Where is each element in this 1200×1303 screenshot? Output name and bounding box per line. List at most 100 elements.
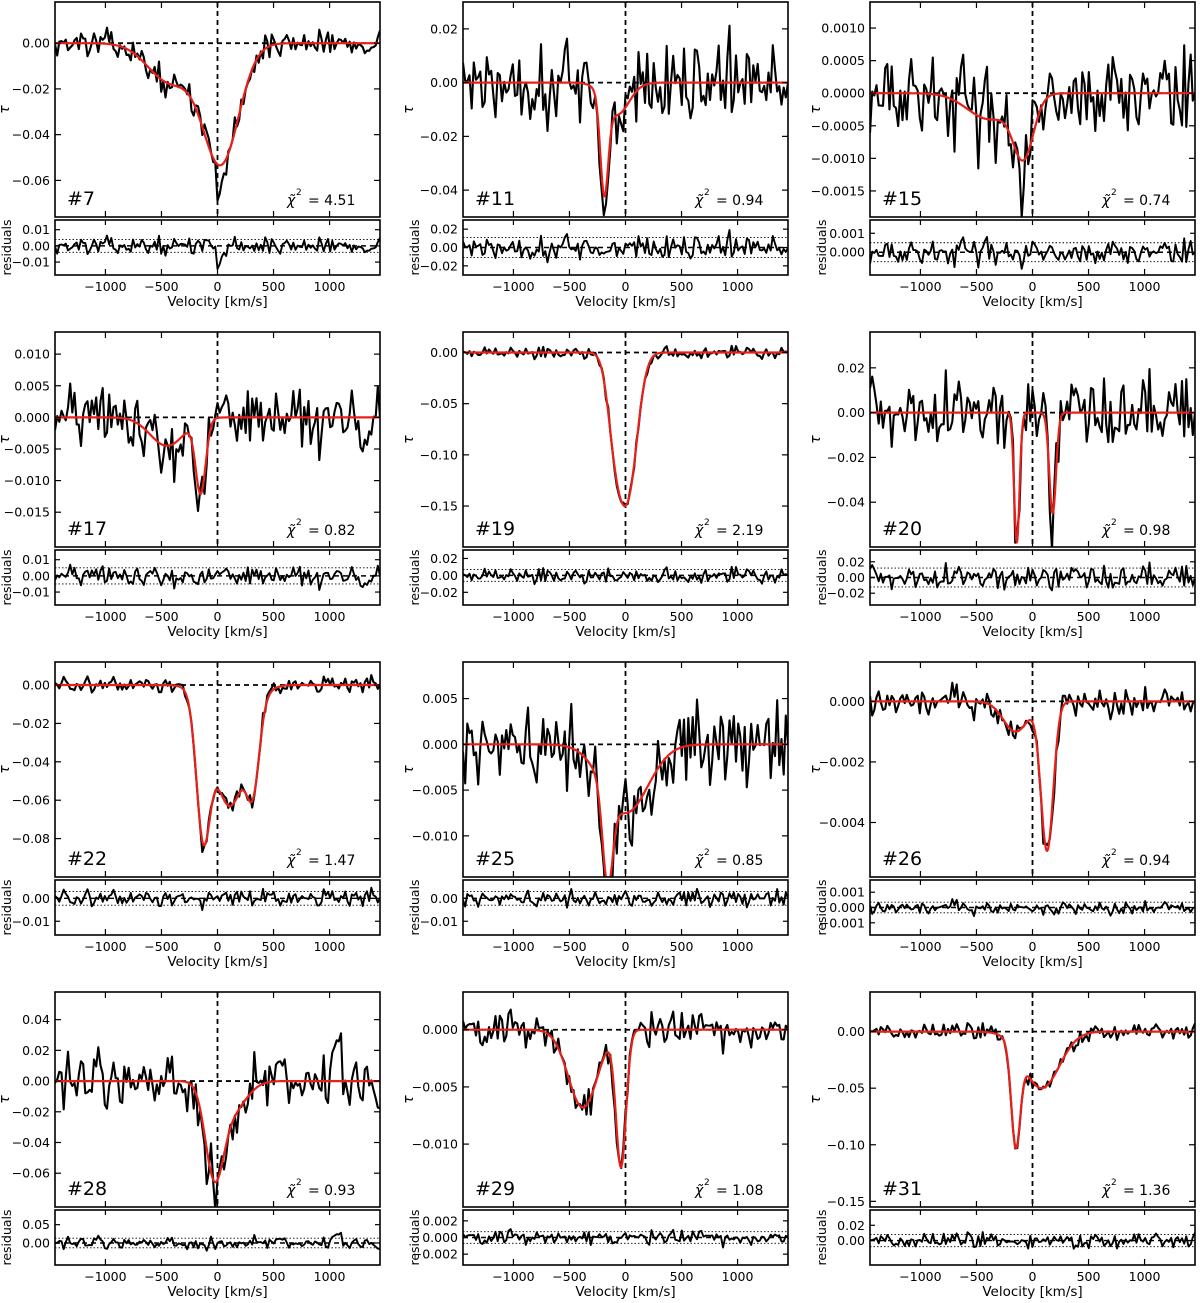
panel-15: 0.00100.00050.0000−0.0005−0.0010−0.0015τ… [808, 1, 1196, 310]
chi-symbol: χ̃ [694, 853, 704, 869]
panel-label: #19 [475, 518, 515, 540]
residual-line [463, 229, 788, 264]
x-tick-label: 500 [1077, 609, 1101, 624]
chi2-value: = 0.74 [1123, 193, 1170, 209]
panel-label: #15 [882, 188, 922, 210]
resid-y-axis-label: residuals [0, 879, 14, 935]
y-tick-label: −0.0015 [811, 183, 865, 198]
residual-line [870, 1231, 1195, 1250]
x-tick-label: −1000 [84, 609, 126, 624]
chi-symbol: χ̃ [286, 853, 296, 869]
y-tick-label: −0.06 [12, 173, 50, 188]
x-tick-label: 0 [214, 1269, 222, 1284]
chi2-label: χ̃ 2 = 2.19 [694, 518, 763, 539]
chi-superscript: 2 [296, 848, 302, 858]
resid-y-tick-label: 0.02 [430, 551, 458, 566]
residual-plot-area [870, 1231, 1195, 1250]
y-tick-label: 0.00 [22, 1074, 50, 1089]
chi-symbol: χ̃ [286, 193, 296, 209]
chi-symbol: χ̃ [694, 1183, 704, 1199]
panel-label: #22 [67, 848, 107, 870]
main-plot-area [870, 332, 1195, 547]
fit-line [870, 92, 1195, 162]
y-axis-label: τ [0, 435, 13, 444]
main-plot-area [870, 2, 1195, 217]
y-tick-label: −0.0005 [811, 118, 865, 133]
y-tick-label: −0.06 [12, 793, 50, 808]
x-axis-label: Velocity [km/s] [167, 294, 267, 310]
y-tick-label: −0.08 [12, 831, 50, 846]
x-axis-label: Velocity [km/s] [982, 954, 1082, 970]
residual-line [463, 1228, 788, 1249]
chi-superscript: 2 [296, 1178, 302, 1188]
chi2-label: χ̃ 2 = 0.74 [1101, 188, 1170, 209]
x-axis-label: Velocity [km/s] [575, 1284, 675, 1300]
y-tick-label: 0.000 [829, 694, 865, 709]
panel-28: 0.04 0.02 0.00 −0.02 −0.04 −0.06 τ #28 χ̃2 = 0.93… [0, 991, 381, 1300]
x-tick-label: −1000 [492, 939, 534, 954]
resid-y-axis-label: residuals [814, 1209, 829, 1265]
y-tick-label: 0.02 [22, 1043, 50, 1058]
resid-y-tick-label: 0.05 [22, 1217, 50, 1232]
y-tick-label: −0.02 [12, 81, 50, 96]
chi2-value: = 0.82 [308, 523, 355, 539]
data-line [870, 44, 1195, 217]
y-tick-label: −0.05 [420, 396, 458, 411]
fit-line [55, 683, 380, 847]
chi2-label: χ̃ 2 = 0.85 [694, 848, 763, 869]
x-tick-label: 0 [622, 609, 630, 624]
resid-y-axis-label: residuals [407, 549, 422, 605]
chi2-value: = 2.19 [716, 523, 763, 539]
resid-y-tick-label: 0.000 [422, 1230, 458, 1245]
x-tick-label: −1000 [899, 1269, 941, 1284]
y-tick-label: 0.000 [422, 1022, 458, 1037]
y-tick-label: 0.000 [422, 737, 458, 752]
main-plot-area [463, 2, 788, 217]
chi2-label: χ̃ 2 = 0.82 [286, 518, 355, 539]
x-tick-label: 500 [1077, 939, 1101, 954]
y-axis-label: τ [0, 105, 13, 114]
panel-label: #17 [67, 518, 107, 540]
resid-y-tick-label: 0.001 [829, 226, 865, 241]
y-tick-label: −0.010 [4, 473, 50, 488]
y-tick-label: 0.00 [837, 1024, 865, 1039]
x-tick-label: −500 [959, 939, 993, 954]
resid-y-tick-label: 0.02 [837, 1218, 865, 1233]
main-plot-area [55, 662, 380, 877]
y-axis-label: τ [808, 105, 824, 114]
data-line [55, 674, 380, 854]
chi-symbol: χ̃ [1101, 853, 1111, 869]
chi2-value: = 0.94 [716, 193, 763, 209]
chi-superscript: 2 [704, 1178, 710, 1188]
y-tick-label: −0.0010 [811, 151, 865, 166]
resid-y-tick-label: 0.00 [22, 891, 50, 906]
resid-y-tick-label: 0.00 [837, 1233, 865, 1248]
y-tick-label: −0.04 [12, 127, 50, 142]
resid-y-axis-label: residuals [407, 1209, 422, 1265]
y-tick-label: −0.10 [827, 1137, 865, 1152]
y-tick-label: 0.00 [430, 75, 458, 90]
resid-y-tick-label: −0.01 [12, 914, 50, 929]
x-tick-label: −1000 [899, 609, 941, 624]
x-tick-label: −1000 [84, 939, 126, 954]
x-tick-label: 500 [670, 609, 694, 624]
residual-axes-frame [462, 879, 789, 936]
residual-plot-area [870, 898, 1195, 918]
y-tick-label: 0.000 [14, 410, 50, 425]
data-line [55, 26, 380, 202]
y-tick-label: −0.02 [12, 1104, 50, 1119]
y-tick-label: 0.00 [22, 678, 50, 693]
y-tick-label: −0.005 [412, 1079, 458, 1094]
x-tick-label: 1000 [314, 939, 346, 954]
resid-y-tick-label: −0.01 [12, 585, 50, 600]
x-tick-label: 1000 [314, 609, 346, 624]
resid-y-axis-label: residuals [407, 879, 422, 935]
x-tick-label: 0 [622, 279, 630, 294]
chi-superscript: 2 [1111, 848, 1117, 858]
residual-line [55, 886, 380, 912]
residual-plot-area [870, 236, 1195, 270]
chi2-value: = 1.08 [716, 1183, 763, 1199]
chi-superscript: 2 [704, 518, 710, 528]
x-tick-label: 0 [1029, 279, 1037, 294]
